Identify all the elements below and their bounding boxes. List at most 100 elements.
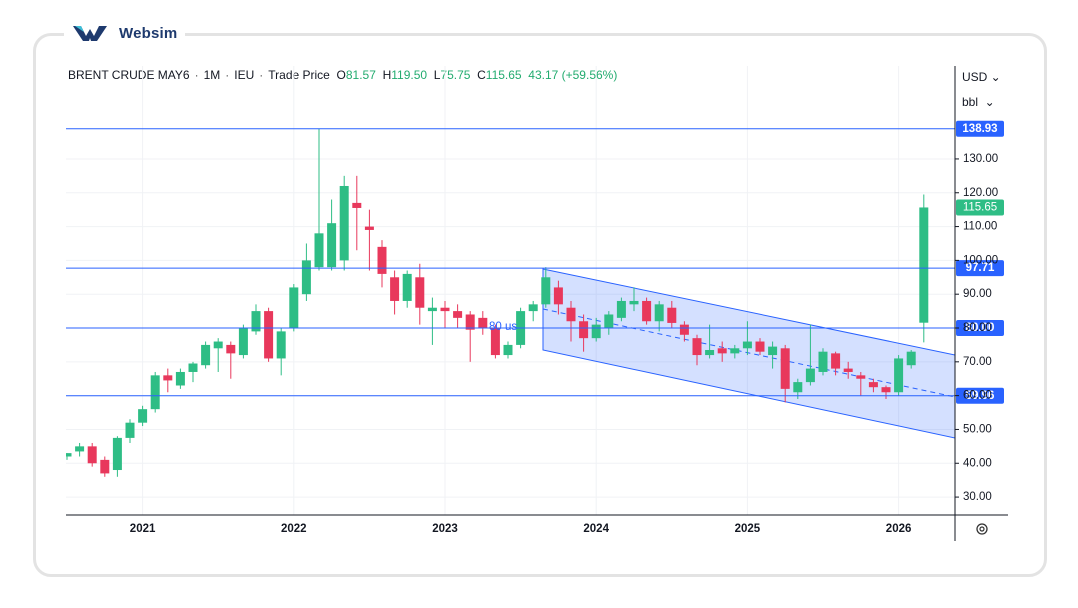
- candle-body: [478, 317, 488, 329]
- candle-body: [188, 363, 198, 372]
- ohlc-key: H: [382, 68, 392, 82]
- interval[interactable]: 1M: [203, 68, 221, 82]
- y-tick-label: 80.00: [963, 322, 992, 334]
- price-label: 138.93: [962, 123, 997, 135]
- candle-body: [717, 348, 727, 354]
- y-tick-label: 70.00: [963, 356, 992, 368]
- candle-body: [503, 344, 513, 356]
- candle-body: [856, 375, 866, 379]
- candle-body: [793, 382, 803, 393]
- candle-body: [579, 321, 589, 339]
- candle-body: [112, 437, 122, 471]
- candle-body: [692, 338, 702, 356]
- candle-body: [427, 307, 437, 312]
- candle-body: [364, 226, 374, 230]
- candle-body: [679, 324, 689, 335]
- candle-body: [868, 382, 878, 388]
- candle-body: [339, 185, 349, 261]
- candle-body: [881, 387, 891, 393]
- channel-midline: [542, 308, 955, 398]
- chart-header: BRENT CRUDE MAY6 · 1M · IEU · Trade Price O81.…: [68, 68, 618, 82]
- unit[interactable]: bbl: [962, 95, 979, 109]
- candle-body: [150, 375, 160, 410]
- ohlc-value: 119.50: [391, 68, 428, 82]
- currency-select[interactable]: USD ⌄: [962, 70, 1001, 84]
- settings-icon[interactable]: [976, 523, 988, 535]
- candle-body: [654, 304, 664, 322]
- candle-body: [805, 368, 815, 383]
- symbol: BRENT CRUDE MAY6: [68, 68, 190, 82]
- candle-body: [780, 348, 790, 389]
- annotation: 80 us: [489, 321, 517, 333]
- y-tick-label: 60.00: [963, 390, 992, 402]
- price-label-box: [956, 260, 1004, 277]
- candle-body: [163, 375, 173, 381]
- candle-body: [831, 353, 841, 369]
- candle-body: [226, 344, 236, 354]
- candle-body: [742, 341, 752, 349]
- y-tick-label: 120.00: [963, 187, 998, 199]
- candle-body: [264, 311, 274, 359]
- ohlc-value: 81.57: [345, 68, 376, 82]
- candle-body: [314, 233, 324, 268]
- candle-body: [566, 307, 576, 322]
- candle-body: [629, 300, 639, 305]
- last-price-label: 115.65: [963, 201, 997, 213]
- candle-body: [251, 311, 261, 332]
- price-label: 59.96: [966, 390, 995, 402]
- candle-body: [906, 351, 916, 366]
- candle-body: [894, 358, 904, 393]
- candle-body: [125, 422, 135, 438]
- ohlc-key: L: [433, 68, 441, 82]
- price-label-box: [956, 120, 1004, 137]
- x-tick-label: 2022: [281, 523, 307, 535]
- candle-body: [390, 277, 400, 301]
- candle-body: [138, 409, 148, 423]
- candle-body: [528, 304, 538, 312]
- ohlc-value: 115.65: [485, 68, 522, 82]
- y-tick-label: 50.00: [963, 423, 992, 435]
- y-tick-label: 90.00: [963, 288, 992, 300]
- change: 43.17 (+59.56%): [528, 68, 618, 82]
- candle-body: [87, 446, 97, 464]
- price-label: 80.00: [966, 322, 995, 334]
- frame: [33, 33, 1047, 577]
- x-tick-label: 2023: [432, 523, 458, 535]
- candle-body: [642, 300, 652, 322]
- y-tick-label: 100.00: [963, 254, 998, 266]
- candle-body: [377, 246, 387, 274]
- y-tick-label: 130.00: [963, 153, 998, 165]
- x-tick-label: 2024: [583, 523, 609, 535]
- candle-body: [730, 348, 740, 354]
- ohlc-value: 75.75: [440, 68, 471, 82]
- candle-body: [66, 453, 72, 457]
- exchange: IEU: [234, 68, 255, 82]
- candle-body: [705, 349, 715, 356]
- candle-body: [604, 314, 614, 329]
- candle-body: [541, 277, 551, 305]
- price-label-box: [956, 387, 1004, 404]
- currency[interactable]: USD: [962, 70, 988, 84]
- ohlc-key: O: [336, 68, 346, 82]
- candle-body: [289, 287, 299, 329]
- logo: Websim: [64, 20, 186, 46]
- candle-body: [175, 371, 185, 386]
- unit-select[interactable]: bbl ⌄: [962, 95, 995, 109]
- candle-body: [818, 351, 828, 372]
- candle-body: [276, 331, 286, 359]
- candle-body: [768, 346, 778, 356]
- candle-body: [75, 446, 85, 452]
- price-label-box: [956, 320, 1004, 337]
- candle-body: [238, 328, 248, 356]
- last-price-box: [956, 199, 1004, 216]
- candle-body: [553, 287, 563, 305]
- candle-body: [591, 324, 601, 339]
- candle-body: [327, 223, 337, 268]
- candles: [66, 128, 929, 477]
- candle-body: [440, 307, 450, 312]
- candle-body: [402, 273, 412, 301]
- candle-body: [415, 277, 425, 308]
- candle-body: [465, 314, 475, 330]
- price-type: Trade Price: [268, 68, 330, 82]
